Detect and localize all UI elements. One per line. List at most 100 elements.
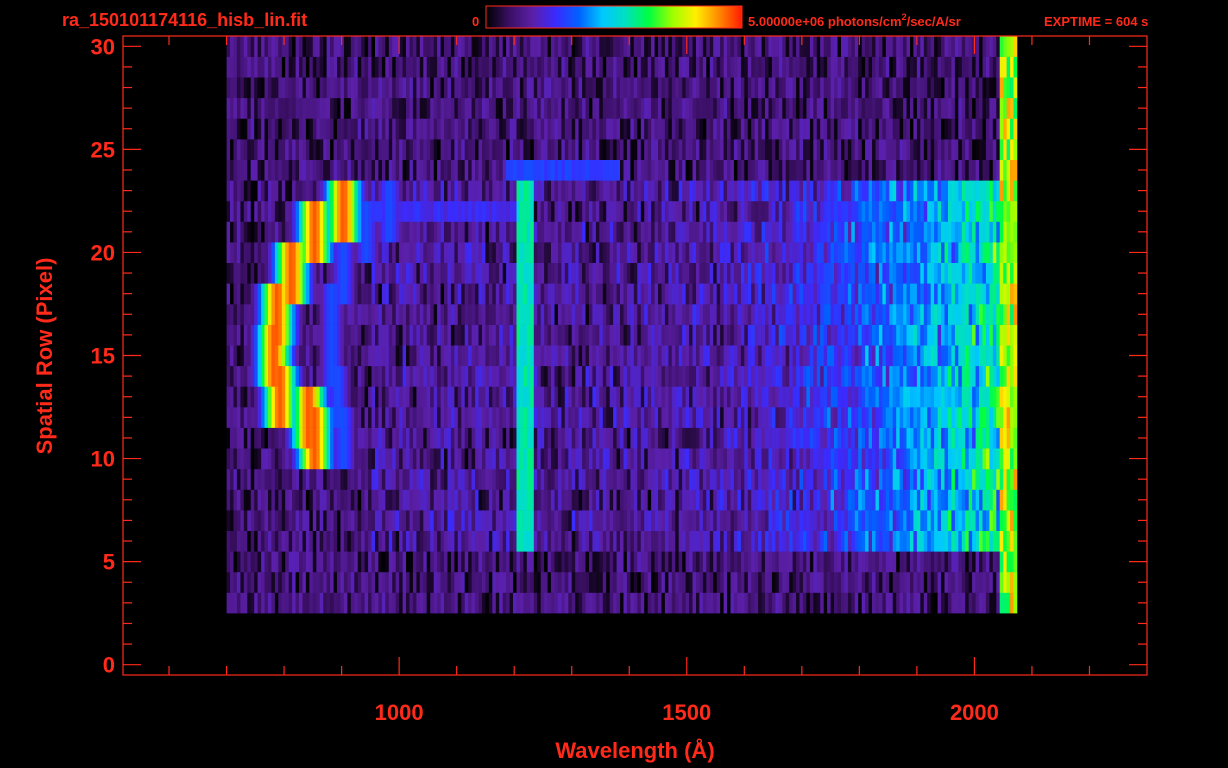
heatmap-cell	[288, 510, 293, 531]
heatmap-cell	[882, 324, 887, 346]
heatmap-cell	[647, 571, 652, 593]
heatmap-cell	[858, 571, 862, 593]
heatmap-cell	[340, 427, 345, 449]
heatmap-cell	[827, 592, 831, 614]
heatmap-cell	[809, 324, 814, 346]
heatmap-cell	[233, 510, 238, 531]
heatmap-cell	[582, 180, 586, 202]
heatmap-cell	[706, 324, 711, 346]
heatmap-cell	[927, 221, 931, 243]
heatmap-cell	[530, 448, 535, 470]
heatmap-cell	[482, 551, 486, 573]
heatmap-cell	[713, 304, 717, 325]
heatmap-cell	[519, 221, 524, 243]
heatmap-cell	[771, 510, 776, 531]
heatmap-cell	[323, 427, 327, 449]
heatmap-cell	[644, 530, 648, 552]
heatmap-cell	[985, 510, 990, 531]
heatmap-cell	[247, 180, 252, 202]
heatmap-cell	[457, 324, 462, 346]
heatmap-cell	[416, 551, 421, 573]
heatmap-cell	[827, 180, 831, 202]
heatmap-cell	[620, 551, 624, 573]
heatmap-cell	[364, 592, 369, 614]
heatmap-cell	[264, 489, 269, 511]
heatmap-cell	[923, 180, 928, 202]
heatmap-cell	[305, 510, 310, 531]
heatmap-cell	[930, 592, 935, 614]
heatmap-cell	[854, 468, 859, 490]
heatmap-cell	[758, 551, 762, 573]
heatmap-cell	[375, 489, 379, 511]
heatmap-cell	[996, 407, 1001, 428]
heatmap-cell	[1010, 427, 1014, 449]
heatmap-cell	[740, 200, 745, 222]
heatmap-cell	[354, 221, 359, 243]
heatmap-cell	[816, 448, 821, 470]
heatmap-cell	[668, 530, 673, 552]
heatmap-cell	[357, 427, 362, 449]
heatmap-cell	[765, 551, 769, 573]
heatmap-cell	[471, 304, 476, 325]
heatmap-cell	[371, 510, 376, 531]
heatmap-cell	[399, 242, 403, 263]
heatmap-cell	[368, 592, 372, 614]
heatmap-cell	[226, 386, 231, 408]
heatmap-cell	[633, 365, 638, 387]
heatmap-cell	[568, 407, 573, 428]
heatmap-cell	[330, 551, 334, 573]
heatmap-cell	[661, 448, 666, 470]
heatmap-cell	[620, 427, 624, 449]
heatmap-cell	[492, 365, 497, 387]
heatmap-cell	[989, 448, 994, 470]
heatmap-cell	[823, 304, 828, 325]
heatmap-cell	[637, 448, 642, 470]
heatmap-cell	[820, 489, 824, 511]
heatmap-cell	[623, 510, 628, 531]
heatmap-cell	[354, 365, 359, 387]
heatmap-cell	[330, 365, 334, 387]
heatmap-cell	[709, 221, 714, 243]
heatmap-cell	[661, 345, 666, 367]
heatmap-cell	[816, 386, 821, 408]
heatmap-cell	[723, 200, 728, 222]
heatmap-cell	[747, 386, 752, 408]
heatmap-cell	[671, 283, 676, 305]
heatmap-cell	[357, 304, 362, 325]
heatmap-cell	[889, 489, 894, 511]
heatmap-cell	[1006, 345, 1011, 367]
heatmap-cell	[530, 365, 535, 387]
heatmap-cell	[551, 468, 555, 490]
heatmap-cell	[951, 448, 956, 470]
heatmap-cell	[847, 489, 852, 511]
heatmap-cell	[730, 262, 735, 284]
heatmap-cell	[264, 468, 269, 490]
heatmap-cell	[299, 304, 303, 325]
heatmap-cell	[482, 510, 486, 531]
heatmap-cell	[713, 510, 717, 531]
heatmap-cell	[412, 571, 417, 593]
heatmap-cell	[585, 489, 590, 511]
heatmap-cell	[747, 571, 752, 593]
heatmap-cell	[740, 159, 745, 181]
heatmap-cell	[606, 159, 610, 181]
heatmap-cell	[464, 345, 469, 367]
heatmap-cell	[395, 571, 400, 593]
heatmap-cell	[747, 242, 752, 263]
heatmap-cell	[378, 242, 383, 263]
heatmap-cell	[492, 180, 497, 202]
heatmap-cell	[333, 571, 338, 593]
heatmap-cell	[516, 242, 521, 263]
heatmap-cell	[906, 262, 911, 284]
heatmap-cell	[730, 427, 735, 449]
heatmap-cell	[423, 448, 428, 470]
heatmap-cell	[951, 407, 956, 428]
heatmap-cell	[468, 221, 472, 243]
heatmap-cell	[927, 262, 931, 284]
heatmap-cell	[723, 365, 728, 387]
heatmap-cell	[620, 345, 624, 367]
heatmap-cell	[609, 221, 614, 243]
heatmap-cell	[999, 283, 1004, 305]
heatmap-cell	[1006, 407, 1011, 428]
heatmap-cell	[968, 345, 973, 367]
